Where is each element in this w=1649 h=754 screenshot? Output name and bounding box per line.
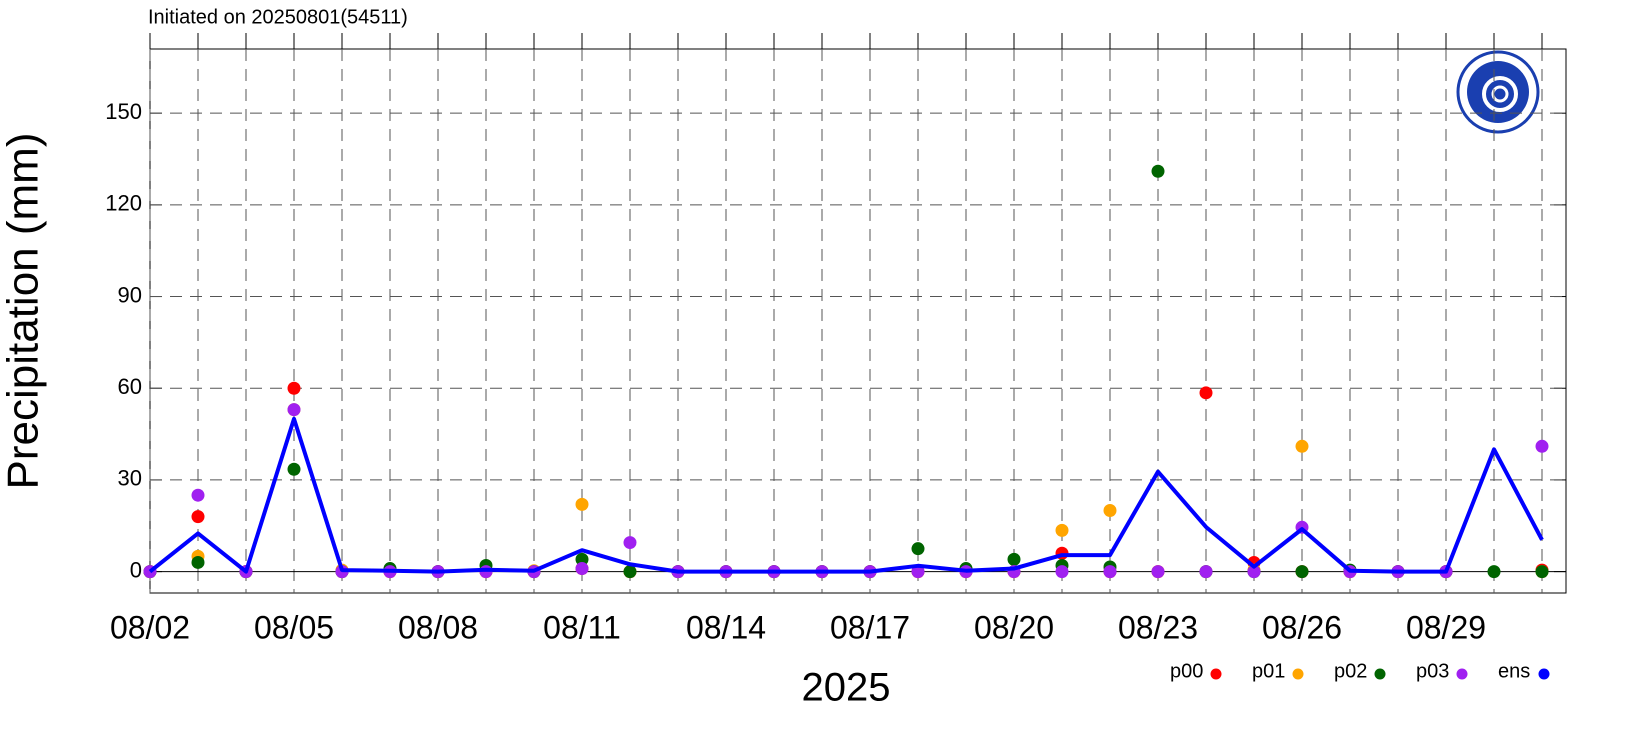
x-tick-label: 08/02 (110, 609, 190, 645)
x-tick-label: 08/17 (830, 609, 910, 645)
data-point (1007, 552, 1021, 566)
chart-title: Initiated on 20250801(54511) (148, 6, 408, 28)
data-point (287, 462, 301, 476)
x-tick-label: 08/14 (686, 609, 766, 645)
data-point (1487, 565, 1501, 579)
y-tick-label: 0 (130, 557, 142, 582)
data-point (1055, 523, 1069, 537)
data-point (191, 488, 205, 502)
x-tick-label: 08/20 (974, 609, 1054, 645)
data-point (623, 565, 637, 579)
plot-frame (149, 48, 1567, 594)
x-tick-label: 08/29 (1406, 609, 1486, 645)
y-axis-label: Precipitation (mm) (0, 133, 48, 490)
data-point (1103, 503, 1117, 517)
data-point (287, 403, 301, 417)
data-point (911, 565, 925, 579)
legend-marker (1538, 668, 1550, 680)
x-axis-label: 2025 (802, 666, 891, 710)
ensemble-line (148, 416, 1544, 574)
legend-label: p01 (1252, 660, 1285, 682)
data-point (1295, 565, 1309, 579)
data-point (1199, 565, 1213, 579)
data-point (575, 552, 589, 566)
legend-label: ens (1498, 660, 1530, 682)
data-point (1535, 439, 1549, 453)
y-tick-label: 60 (118, 374, 142, 399)
data-point (1151, 164, 1165, 178)
x-tick-label: 08/11 (543, 609, 621, 645)
legend-label: p02 (1334, 660, 1367, 682)
data-point (1295, 439, 1309, 453)
data-point (1535, 565, 1549, 579)
data-point (623, 536, 637, 550)
data-point (575, 497, 589, 511)
y-tick-label: 150 (105, 99, 142, 124)
y-tick-label: 120 (105, 191, 142, 216)
y-tick-label: 30 (118, 466, 142, 491)
data-point (1103, 565, 1117, 579)
y-tick-label: 90 (118, 282, 142, 307)
legend-marker (1374, 668, 1386, 680)
x-tick-label: 08/08 (398, 609, 478, 645)
data-point (191, 510, 205, 524)
data-point (575, 562, 589, 576)
x-tick-label: 08/23 (1118, 609, 1198, 645)
legend-label: p03 (1416, 660, 1449, 682)
data-point (1055, 565, 1069, 579)
legend-marker (1456, 668, 1468, 680)
legend-label: p00 (1170, 660, 1203, 682)
legend-marker (1292, 668, 1304, 680)
logo (1456, 50, 1540, 134)
data-point (287, 381, 301, 395)
data-point (1151, 565, 1165, 579)
x-tick-label: 08/26 (1262, 609, 1342, 645)
data-point (1199, 386, 1213, 400)
legend-marker (1210, 668, 1222, 680)
data-point (911, 542, 925, 556)
data-point (191, 555, 205, 569)
data-point (1247, 565, 1261, 579)
x-tick-label: 08/05 (254, 609, 334, 645)
